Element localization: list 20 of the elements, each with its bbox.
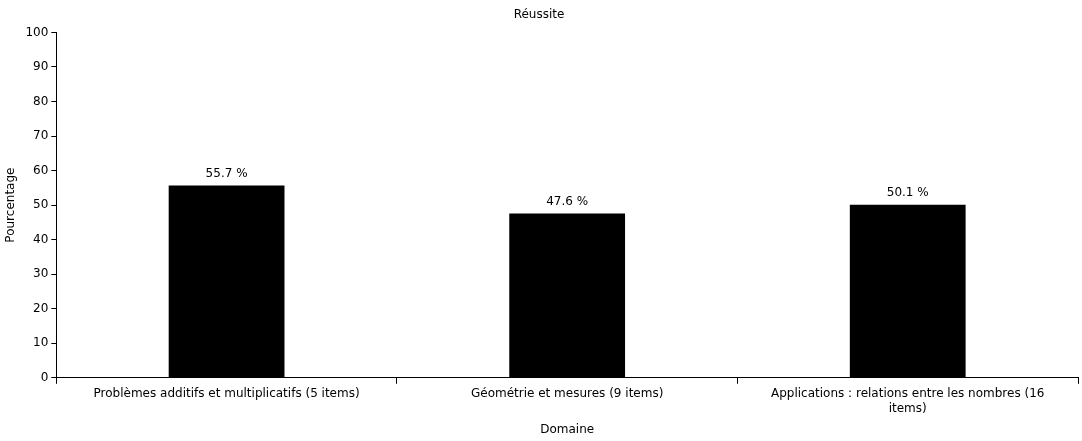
y-tick-label: 50 — [33, 197, 49, 212]
x-tick-label: Problèmes additifs et multiplicatifs (5 items) — [93, 386, 360, 401]
data-label: 50.1 % — [886, 184, 929, 199]
data-label: 47.6 % — [546, 193, 589, 208]
y-tick-label: 40 — [33, 231, 49, 246]
y-tick-label: 60 — [33, 162, 49, 177]
data-label: 55.7 % — [205, 165, 248, 180]
chart-title: Réussite — [513, 7, 565, 22]
y-tick-label: 30 — [33, 266, 49, 281]
y-axis-title: Pourcentage — [3, 167, 18, 243]
y-tick-label: 100 — [25, 24, 49, 39]
y-tick-label: 20 — [33, 300, 49, 315]
x-tick-label: Géométrie et mesures (9 items) — [470, 386, 664, 401]
y-tick-label: 90 — [33, 59, 49, 74]
y-tick-label: 80 — [33, 93, 49, 108]
y-tick-label: 10 — [33, 335, 49, 350]
x-axis-title: Domaine — [540, 421, 595, 436]
x-tick-label: Applications : relations entre les nombres (16 items) — [771, 386, 1045, 415]
y-tick-label: 0 — [40, 369, 49, 384]
y-tick-label: 70 — [33, 128, 49, 143]
